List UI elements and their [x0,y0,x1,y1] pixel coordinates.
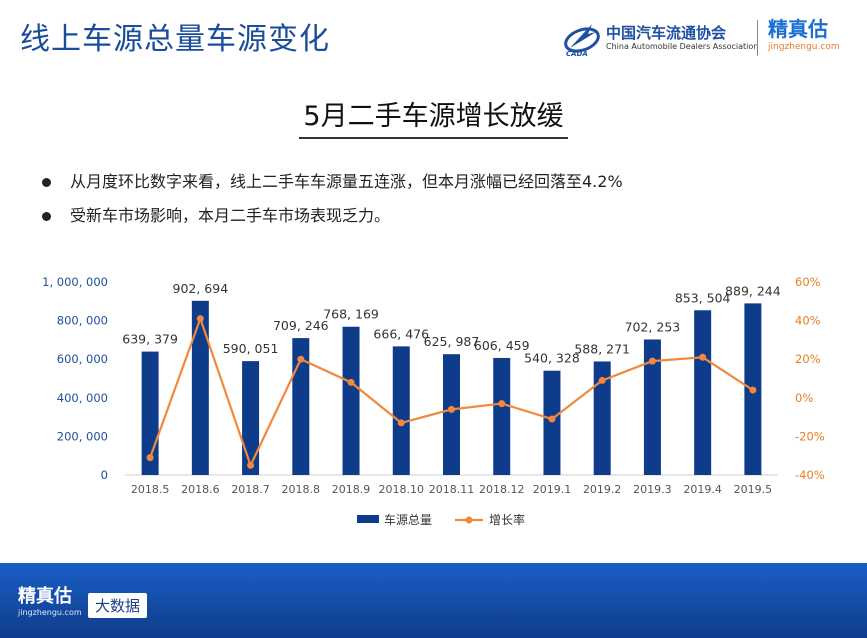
x-tick-label: 2019.1 [533,483,572,496]
bar [292,338,310,475]
growth-rate-point [749,386,757,394]
caada-logo: CADA 中国汽车流通协会 China Automobile Dealers A… [562,18,758,58]
bar [493,357,511,475]
y-left-tick-label: 0 [101,468,108,482]
x-tick-label: 2018.7 [231,483,270,496]
bullet-item: 受新车市场影响，本月二手车市场表现乏力。 [42,204,623,238]
caada-name-cn: 中国汽车流通协会 [606,24,727,42]
bar-value-label: 702, 253 [625,319,681,334]
bar [593,361,611,475]
footer-brand-url: jingzhengu.com [18,608,82,617]
legend-label-bar: 车源总量 [384,512,432,527]
y-left-tick-label: 600, 000 [57,352,108,366]
bar-value-label: 666, 476 [373,326,429,341]
y-left-tick-label: 200, 000 [57,429,108,443]
y-right-tick-label: 20% [795,352,821,366]
bar [543,370,561,475]
growth-rate-point [498,400,506,408]
bar-value-label: 853, 504 [675,290,731,305]
y-left-tick-label: 800, 000 [57,314,108,328]
growth-rate-point [397,419,405,427]
growth-rate-point [146,454,154,462]
growth-rate-point [448,405,455,413]
bar-value-label: 625, 987 [424,334,480,349]
footer-tag: 大数据 [88,593,148,618]
subtitle: 5月二手车源增长放缓 [0,94,867,139]
x-tick-label: 2018.11 [429,483,475,496]
bar [392,346,410,475]
growth-rate-point [598,376,606,384]
x-tick-label: 2019.2 [583,483,622,496]
growth-rate-point [548,415,556,423]
bar [191,300,209,475]
footer-brand: 精真估 jingzhengu.com [18,586,82,618]
combo-chart: 0 200, 000 400, 000 600, 000 800, 000 1, 000,… [42,275,825,527]
bar-value-label: 709, 246 [273,318,329,333]
bar [643,339,661,475]
growth-rate-point [648,357,656,365]
x-tick-label: 2018.6 [181,483,220,496]
jzg-logo: 精真估 jingzhengu.com [768,18,840,52]
bullet-list: 从月度环比数字来看，线上二手车车源量五连涨，但本月涨幅已经回落至4.2% 受新车… [42,170,623,238]
bar-value-label: 639, 379 [122,332,178,347]
logo-divider [757,20,758,56]
jzg-logo-url: jingzhengu.com [768,42,840,52]
y-right-tick-label: 60% [795,275,821,289]
bar-value-label: 606, 459 [474,338,530,353]
legend-label-line: 增长率 [489,512,525,527]
bullet-dot-icon [42,212,51,221]
growth-rate-point [247,461,255,469]
y-right-tick-label: 0% [795,391,813,405]
jzg-logo-name: 精真估 [768,17,828,41]
bullet-item: 从月度环比数字来看，线上二手车车源量五连涨，但本月涨幅已经回落至4.2% [42,170,623,204]
y-right-tick-label: 40% [795,314,821,328]
x-tick-label: 2019.5 [734,483,773,496]
footer-brand-name: 精真估 [18,586,72,607]
caada-emblem-icon: CADA [564,24,600,58]
growth-rate-point [297,355,305,363]
x-tick-label: 2018.10 [379,483,425,496]
bullet-text: 受新车市场影响，本月二手车市场表现乏力。 [70,206,391,225]
x-tick-label: 2018.5 [131,483,170,496]
x-tick-label: 2018.12 [479,483,525,496]
legend-swatch-point [465,516,473,524]
y-left-tick-label: 400, 000 [57,391,108,405]
page-title: 线上车源总量车源变化 [20,22,330,57]
bar-value-label: 590, 051 [223,341,279,356]
growth-rate-point [699,353,707,361]
bar-value-label: 540, 328 [524,351,580,366]
x-tick-label: 2018.8 [282,483,321,496]
growth-rate-point [196,315,204,323]
bullet-dot-icon [42,178,51,187]
y-left-tick-label: 1, 000, 000 [42,275,108,289]
caada-abbr: CADA [566,50,588,58]
x-tick-label: 2019.3 [633,483,672,496]
legend-swatch-bar [357,515,379,523]
bar [443,354,460,475]
bar [342,326,360,475]
y-right-tick-label: -20% [795,429,825,443]
bar-value-label: 588, 271 [574,341,630,356]
bullet-text: 从月度环比数字来看，线上二手车车源量五连涨，但本月涨幅已经回落至4.2% [70,172,623,191]
bar [694,310,712,475]
growth-rate-point [347,378,355,386]
bar-value-label: 768, 169 [323,307,379,322]
subtitle-text: 5月二手车源增长放缓 [299,94,568,139]
footer-banner: 精真估 jingzhengu.com 大数据 [0,563,867,638]
bar-value-label: 889, 244 [725,283,781,298]
caada-name-en: China Automobile Dealers Association [606,42,759,51]
y-right-tick-label: -40% [795,468,825,482]
x-tick-label: 2018.9 [332,483,371,496]
bar-value-label: 902, 694 [173,281,229,296]
x-tick-label: 2019.4 [683,483,722,496]
bar [242,361,260,475]
